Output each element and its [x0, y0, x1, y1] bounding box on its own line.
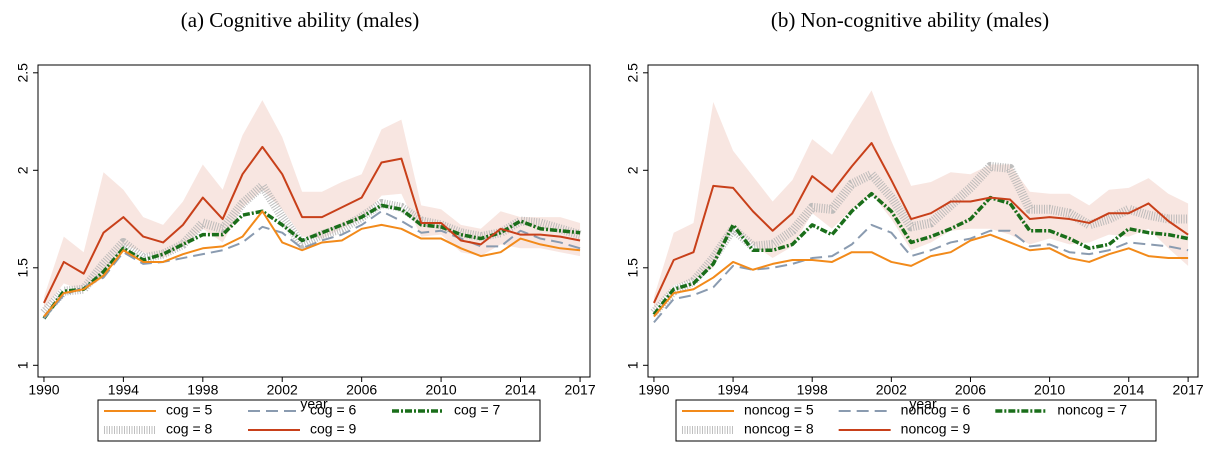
x-tick-label: 2017	[564, 382, 595, 398]
legend-label: cog = 5	[166, 402, 213, 418]
y-tick-label: 2	[15, 166, 31, 174]
series-line	[40, 181, 582, 316]
x-tick-label: 2006	[955, 382, 986, 398]
legend-label: cog = 9	[310, 421, 357, 437]
legend-label: cog = 8	[166, 421, 213, 437]
legend-label: noncog = 7	[1057, 402, 1127, 418]
series-line	[653, 233, 1189, 318]
x-tick-label: 2014	[505, 382, 536, 398]
x-tick-label: 1998	[797, 382, 828, 398]
legend-box	[97, 399, 541, 442]
confidence-band	[653, 90, 1189, 309]
y-tick-label: 1.5	[625, 258, 641, 278]
chart-title: (a) Cognitive ability (males)	[181, 8, 420, 32]
chart-title: (b) Non-cognitive ability (males)	[771, 8, 1049, 32]
confidence-band	[43, 100, 581, 309]
plot-frame	[37, 64, 591, 378]
legend-label: noncog = 8	[744, 421, 814, 437]
legend-label: noncog = 5	[744, 402, 814, 418]
x-tick-label: 1998	[187, 382, 218, 398]
series-line	[652, 191, 1189, 316]
plot-area	[650, 90, 1189, 324]
y-tick-label: 1	[625, 361, 641, 369]
x-tick-label: 2014	[1113, 382, 1144, 398]
legend-label: noncog = 6	[901, 402, 971, 418]
legend-box	[675, 399, 1157, 442]
x-tick-label: 2010	[1034, 382, 1065, 398]
x-tick-label: 2017	[1173, 382, 1204, 398]
x-tick-label: 2002	[267, 382, 298, 398]
series-line	[653, 142, 1189, 304]
y-tick-label: 2.5	[15, 63, 31, 83]
series-line	[43, 145, 581, 304]
legend-label: noncog = 9	[901, 421, 971, 437]
y-tick-label: 2	[625, 166, 641, 174]
x-tick-label: 1994	[108, 382, 139, 398]
x-tick-label: 2010	[426, 382, 457, 398]
plot-area	[40, 100, 582, 320]
x-tick-label: 1990	[638, 382, 669, 398]
series-line	[653, 223, 1189, 324]
x-tick-label: 2002	[876, 382, 907, 398]
y-tick-label: 1	[15, 361, 31, 369]
plot-frame	[647, 64, 1199, 378]
series-line	[43, 210, 581, 320]
legend-label: cog = 7	[454, 402, 501, 418]
y-tick-label: 1.5	[15, 258, 31, 278]
series-line	[43, 210, 581, 318]
x-tick-label: 1994	[717, 382, 748, 398]
x-tick-label: 2006	[346, 382, 377, 398]
x-tick-label: 1990	[28, 382, 59, 398]
legend-label: cog = 6	[310, 402, 357, 418]
y-tick-label: 2.5	[625, 63, 641, 83]
